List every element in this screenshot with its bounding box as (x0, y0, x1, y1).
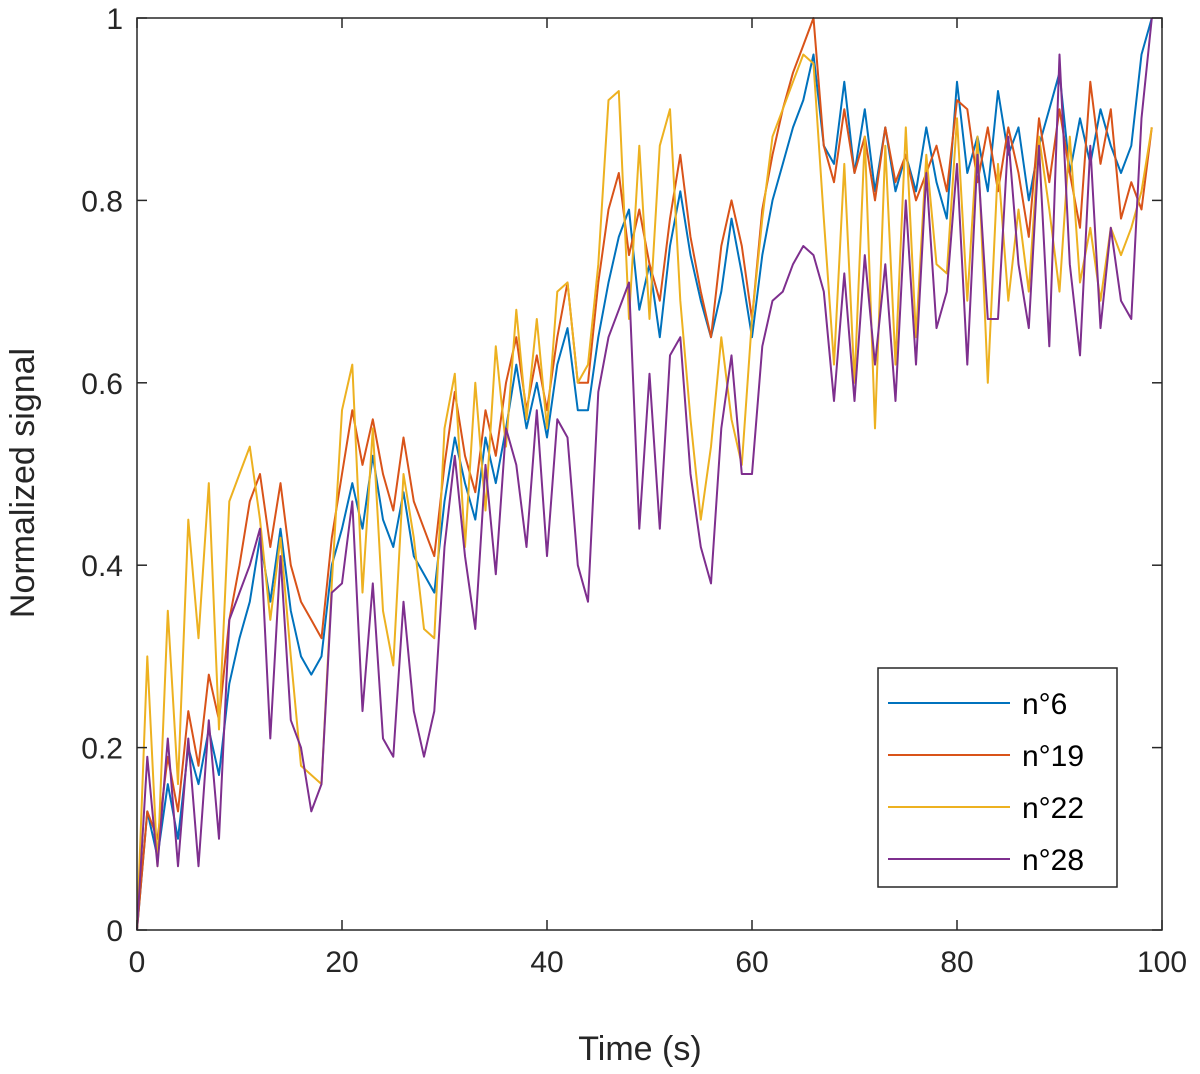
legend: n°6 n°19 n°22 n°28 (877, 667, 1118, 888)
series-line-4 (136, 17, 1153, 931)
series-line-1 (136, 17, 1153, 931)
x-tick-label: 60 (735, 946, 768, 979)
x-axis: 0 20 40 60 80 100 (129, 18, 1187, 979)
y-tick-label: 0.2 (81, 733, 123, 766)
y-tick-label: 0 (106, 915, 123, 948)
y-axis-title: Normalized signal (4, 348, 42, 618)
legend-box (877, 667, 1118, 888)
plot-frame (136, 17, 1163, 931)
y-tick-label: 0.8 (81, 185, 123, 218)
legend-label-3: n°22 (1022, 792, 1084, 825)
legend-label-4: n°28 (1022, 844, 1084, 877)
x-tick-label: 20 (325, 946, 358, 979)
y-tick-label: 0.4 (81, 550, 123, 583)
x-tick-label: 80 (940, 946, 973, 979)
x-axis-title: Time (s) (578, 1030, 701, 1068)
y-axis: 0 0.2 0.4 0.6 0.8 1 (81, 3, 1162, 948)
series-line-3 (136, 53, 1153, 931)
y-tick-label: 1 (106, 3, 123, 36)
x-tick-label: 40 (530, 946, 563, 979)
x-tick-label: 100 (1137, 946, 1187, 979)
series-layer (136, 17, 1153, 931)
legend-label-1: n°6 (1022, 688, 1067, 721)
x-tick-label: 0 (129, 946, 146, 979)
y-tick-label: 0.6 (81, 368, 123, 401)
legend-label-2: n°19 (1022, 740, 1084, 773)
